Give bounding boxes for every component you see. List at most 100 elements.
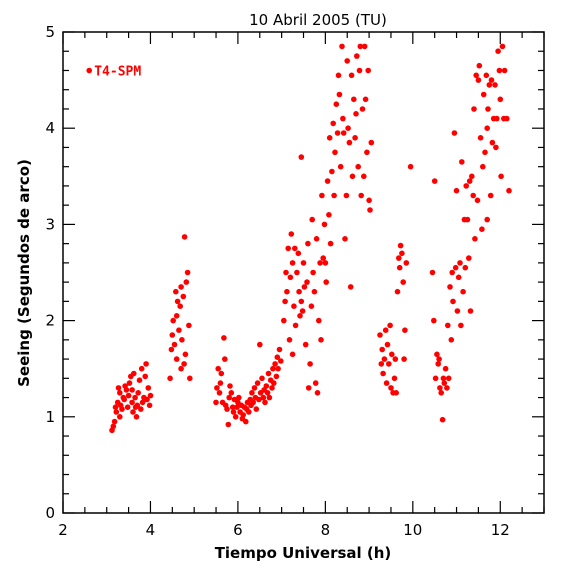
data-point bbox=[399, 250, 405, 257]
data-point bbox=[274, 354, 281, 361]
data-point bbox=[364, 149, 370, 156]
data-point bbox=[313, 236, 320, 242]
data-point bbox=[132, 394, 138, 401]
data-point bbox=[472, 236, 478, 242]
data-point bbox=[383, 380, 390, 386]
data-point bbox=[177, 303, 183, 310]
data-point bbox=[326, 212, 332, 218]
data-point bbox=[453, 187, 460, 194]
data-point bbox=[367, 207, 373, 213]
data-point bbox=[356, 67, 363, 74]
data-point bbox=[282, 298, 288, 305]
data-point bbox=[281, 317, 287, 324]
data-point bbox=[455, 274, 462, 281]
data-point bbox=[327, 240, 334, 247]
data-point bbox=[476, 62, 483, 69]
data-point bbox=[224, 406, 230, 412]
data-point bbox=[499, 43, 506, 50]
data-point bbox=[429, 269, 436, 276]
data-point bbox=[394, 288, 401, 295]
data-point bbox=[489, 139, 496, 146]
data-point bbox=[234, 404, 240, 411]
data-point bbox=[492, 82, 498, 88]
data-point bbox=[123, 387, 130, 393]
data-point bbox=[480, 91, 487, 98]
x-tick-label: 12 bbox=[491, 521, 510, 539]
x-tick-label: 8 bbox=[321, 521, 331, 539]
data-point bbox=[292, 322, 299, 329]
data-point bbox=[361, 173, 367, 180]
data-point bbox=[236, 394, 242, 401]
data-point bbox=[184, 269, 191, 276]
data-point bbox=[379, 346, 386, 353]
data-point bbox=[462, 264, 469, 271]
data-point bbox=[504, 115, 510, 122]
data-point bbox=[257, 341, 263, 348]
data-point bbox=[240, 412, 246, 418]
data-point bbox=[340, 115, 346, 122]
data-point bbox=[229, 404, 236, 411]
data-point bbox=[297, 313, 303, 319]
data-point bbox=[142, 373, 148, 380]
data-point bbox=[452, 264, 459, 271]
data-point bbox=[135, 390, 141, 396]
data-point bbox=[254, 380, 261, 386]
data-point bbox=[275, 365, 281, 372]
data-point bbox=[320, 255, 327, 261]
data-point bbox=[226, 394, 232, 401]
data-point bbox=[291, 303, 297, 310]
x-tick-label: 4 bbox=[146, 521, 156, 539]
data-point bbox=[272, 361, 278, 367]
data-point bbox=[312, 380, 319, 386]
data-point bbox=[311, 288, 318, 295]
data-point bbox=[343, 192, 350, 199]
x-axis-label: Tiempo Universal (h) bbox=[215, 544, 392, 562]
data-point bbox=[125, 392, 132, 399]
data-point bbox=[321, 221, 328, 228]
data-point bbox=[498, 173, 504, 180]
data-point bbox=[131, 370, 137, 377]
y-tick-label: 2 bbox=[45, 312, 55, 330]
data-point bbox=[266, 394, 273, 401]
data-point bbox=[249, 390, 255, 396]
y-tick-label: 1 bbox=[45, 408, 55, 426]
data-point bbox=[129, 399, 135, 406]
data-point bbox=[346, 139, 353, 146]
chart-title: 10 Abril 2005 (TU) bbox=[249, 11, 387, 29]
data-point bbox=[181, 234, 188, 240]
data-point bbox=[389, 351, 395, 358]
data-point bbox=[186, 322, 192, 329]
data-point bbox=[264, 390, 271, 396]
data-point bbox=[434, 351, 440, 358]
data-point bbox=[230, 409, 237, 415]
data-point bbox=[307, 361, 313, 367]
data-point bbox=[270, 365, 276, 372]
data-point bbox=[349, 173, 356, 180]
data-point bbox=[173, 313, 180, 319]
data-point bbox=[298, 298, 305, 305]
data-point bbox=[256, 396, 262, 403]
data-point bbox=[448, 337, 455, 343]
data-point bbox=[314, 390, 321, 396]
data-point bbox=[368, 139, 375, 146]
data-point bbox=[178, 365, 184, 372]
data-point bbox=[366, 197, 372, 204]
data-point bbox=[396, 255, 402, 261]
data-point bbox=[145, 385, 152, 391]
data-point bbox=[403, 260, 410, 266]
data-point bbox=[382, 327, 389, 334]
data-point bbox=[295, 250, 302, 257]
data-point bbox=[339, 43, 345, 50]
data-point bbox=[469, 173, 475, 180]
data-point bbox=[431, 178, 438, 184]
data-point bbox=[222, 356, 228, 362]
data-point bbox=[454, 308, 461, 314]
data-point bbox=[183, 279, 190, 285]
data-point bbox=[397, 242, 404, 249]
data-point bbox=[146, 402, 153, 409]
data-point bbox=[333, 101, 340, 107]
data-point bbox=[359, 106, 366, 112]
data-point bbox=[347, 284, 354, 290]
data-point bbox=[143, 361, 149, 367]
